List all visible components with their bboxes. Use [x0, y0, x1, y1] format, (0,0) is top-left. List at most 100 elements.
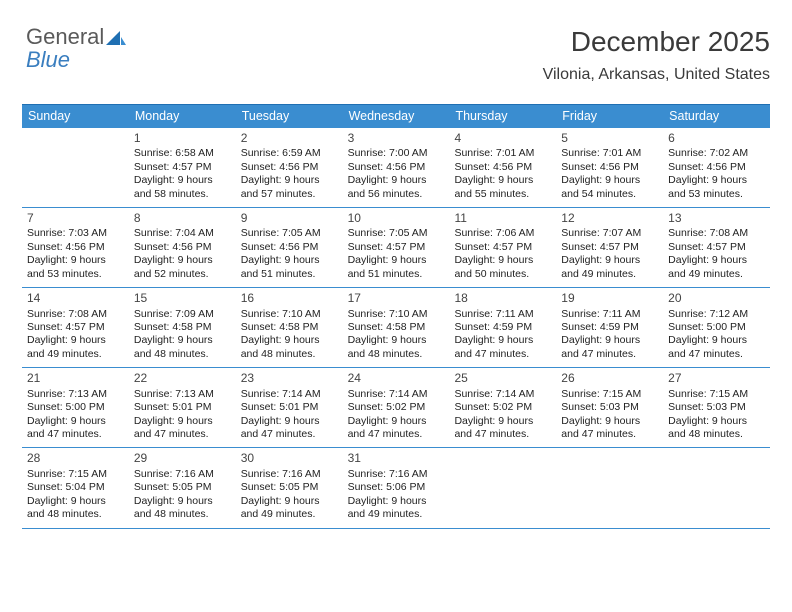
daylight-text: Daylight: 9 hours [27, 495, 124, 508]
daylight-text: Daylight: 9 hours [134, 174, 231, 187]
sunset-text: Sunset: 5:00 PM [668, 321, 765, 334]
daylight-text: Daylight: 9 hours [241, 495, 338, 508]
daylight-text: and 49 minutes. [668, 268, 765, 281]
sunset-text: Sunset: 4:56 PM [348, 161, 445, 174]
daylight-text: Daylight: 9 hours [454, 334, 551, 347]
title-block: December 2025 Vilonia, Arkansas, United … [543, 26, 770, 84]
day-number: 25 [454, 371, 551, 386]
calendar-day-cell [556, 448, 663, 527]
sunset-text: Sunset: 5:00 PM [27, 401, 124, 414]
daylight-text: and 52 minutes. [134, 268, 231, 281]
day-header: Saturday [663, 105, 770, 128]
sunrise-text: Sunrise: 6:58 AM [134, 147, 231, 160]
daylight-text: and 48 minutes. [241, 348, 338, 361]
sunrise-text: Sunrise: 7:05 AM [348, 227, 445, 240]
daylight-text: and 47 minutes. [348, 428, 445, 441]
day-header: Tuesday [236, 105, 343, 128]
sunset-text: Sunset: 4:56 PM [241, 241, 338, 254]
daylight-text: Daylight: 9 hours [134, 254, 231, 267]
daylight-text: and 53 minutes. [27, 268, 124, 281]
daylight-text: and 55 minutes. [454, 188, 551, 201]
daylight-text: and 58 minutes. [134, 188, 231, 201]
daylight-text: Daylight: 9 hours [668, 415, 765, 428]
sunrise-text: Sunrise: 7:04 AM [134, 227, 231, 240]
sunset-text: Sunset: 4:59 PM [561, 321, 658, 334]
day-number: 6 [668, 131, 765, 146]
sunset-text: Sunset: 4:56 PM [27, 241, 124, 254]
daylight-text: and 54 minutes. [561, 188, 658, 201]
sunset-text: Sunset: 4:56 PM [668, 161, 765, 174]
daylight-text: and 47 minutes. [561, 428, 658, 441]
daylight-text: Daylight: 9 hours [668, 334, 765, 347]
day-number: 21 [27, 371, 124, 386]
sunrise-text: Sunrise: 7:08 AM [668, 227, 765, 240]
calendar-day-cell: 17 Sunrise: 7:10 AMSunset: 4:58 PMDayligh… [343, 288, 450, 367]
day-number: 7 [27, 211, 124, 226]
sunrise-text: Sunrise: 7:03 AM [27, 227, 124, 240]
daylight-text: Daylight: 9 hours [27, 334, 124, 347]
sunrise-text: Sunrise: 7:16 AM [134, 468, 231, 481]
daylight-text: Daylight: 9 hours [241, 254, 338, 267]
day-number: 27 [668, 371, 765, 386]
sunset-text: Sunset: 4:57 PM [134, 161, 231, 174]
daylight-text: Daylight: 9 hours [134, 415, 231, 428]
sunrise-text: Sunrise: 7:15 AM [668, 388, 765, 401]
day-number: 5 [561, 131, 658, 146]
location-text: Vilonia, Arkansas, United States [543, 66, 770, 84]
day-header: Wednesday [343, 105, 450, 128]
day-number: 17 [348, 291, 445, 306]
sunset-text: Sunset: 4:56 PM [241, 161, 338, 174]
day-number: 3 [348, 131, 445, 146]
daylight-text: and 48 minutes. [348, 348, 445, 361]
daylight-text: Daylight: 9 hours [668, 254, 765, 267]
calendar-day-cell: 18Sunrise: 7:11 AMSunset: 4:59 PMDayligh… [449, 288, 556, 367]
calendar-week-row: 21Sunrise: 7:13 AMSunset: 5:00 PMDayligh… [22, 368, 770, 448]
day-number: 24 [348, 371, 445, 386]
daylight-text: and 57 minutes. [241, 188, 338, 201]
daylight-text: and 47 minutes. [668, 348, 765, 361]
daylight-text: and 50 minutes. [454, 268, 551, 281]
daylight-text: Daylight: 9 hours [241, 334, 338, 347]
daylight-text: and 47 minutes. [241, 428, 338, 441]
daylight-text: Daylight: 9 hours [348, 415, 445, 428]
day-number: 30 [241, 451, 338, 466]
daylight-text: and 49 minutes. [27, 348, 124, 361]
sunset-text: Sunset: 5:03 PM [561, 401, 658, 414]
daylight-text: Daylight: 9 hours [241, 174, 338, 187]
day-number: 15 [134, 291, 231, 306]
calendar-day-cell [663, 448, 770, 527]
daylight-text: Daylight: 9 hours [561, 174, 658, 187]
sunrise-text: Sunrise: 7:00 AM [348, 147, 445, 160]
daylight-text: Daylight: 9 hours [561, 254, 658, 267]
daylight-text: Daylight: 9 hours [134, 495, 231, 508]
sunset-text: Sunset: 4:58 PM [348, 321, 445, 334]
daylight-text: and 49 minutes. [241, 508, 338, 521]
calendar-day-cell: 25Sunrise: 7:14 AMSunset: 5:02 PMDayligh… [449, 368, 556, 447]
sunset-text: Sunset: 5:01 PM [241, 401, 338, 414]
day-number: 1 [134, 131, 231, 146]
logo-sail-icon [106, 29, 126, 51]
calendar-day-cell: 7Sunrise: 7:03 AMSunset: 4:56 PMDaylight… [22, 208, 129, 287]
daylight-text: Daylight: 9 hours [348, 334, 445, 347]
sunset-text: Sunset: 4:58 PM [241, 321, 338, 334]
daylight-text: and 48 minutes. [134, 508, 231, 521]
sunrise-text: Sunrise: 7:16 AM [348, 468, 445, 481]
day-number: 13 [668, 211, 765, 226]
calendar-day-cell: 21Sunrise: 7:13 AMSunset: 5:00 PMDayligh… [22, 368, 129, 447]
sunrise-text: Sunrise: 7:15 AM [27, 468, 124, 481]
calendar-day-cell: 4Sunrise: 7:01 AMSunset: 4:56 PMDaylight… [449, 128, 556, 207]
sunset-text: Sunset: 4:59 PM [454, 321, 551, 334]
day-number: 31 [348, 451, 445, 466]
sunrise-text: Sunrise: 7:10 AM [348, 308, 445, 321]
calendar-day-cell: 27Sunrise: 7:15 AMSunset: 5:03 PMDayligh… [663, 368, 770, 447]
calendar-header-row: Sunday Monday Tuesday Wednesday Thursday… [22, 105, 770, 128]
daylight-text: Daylight: 9 hours [27, 415, 124, 428]
calendar-day-cell: 5Sunrise: 7:01 AMSunset: 4:56 PMDaylight… [556, 128, 663, 207]
day-number: 4 [454, 131, 551, 146]
calendar-day-cell: 6Sunrise: 7:02 AMSunset: 4:56 PMDaylight… [663, 128, 770, 207]
sunset-text: Sunset: 4:56 PM [561, 161, 658, 174]
sunset-text: Sunset: 4:57 PM [348, 241, 445, 254]
calendar-day-cell: 2Sunrise: 6:59 AMSunset: 4:56 PMDaylight… [236, 128, 343, 207]
day-header: Monday [129, 105, 236, 128]
daylight-text: Daylight: 9 hours [348, 174, 445, 187]
